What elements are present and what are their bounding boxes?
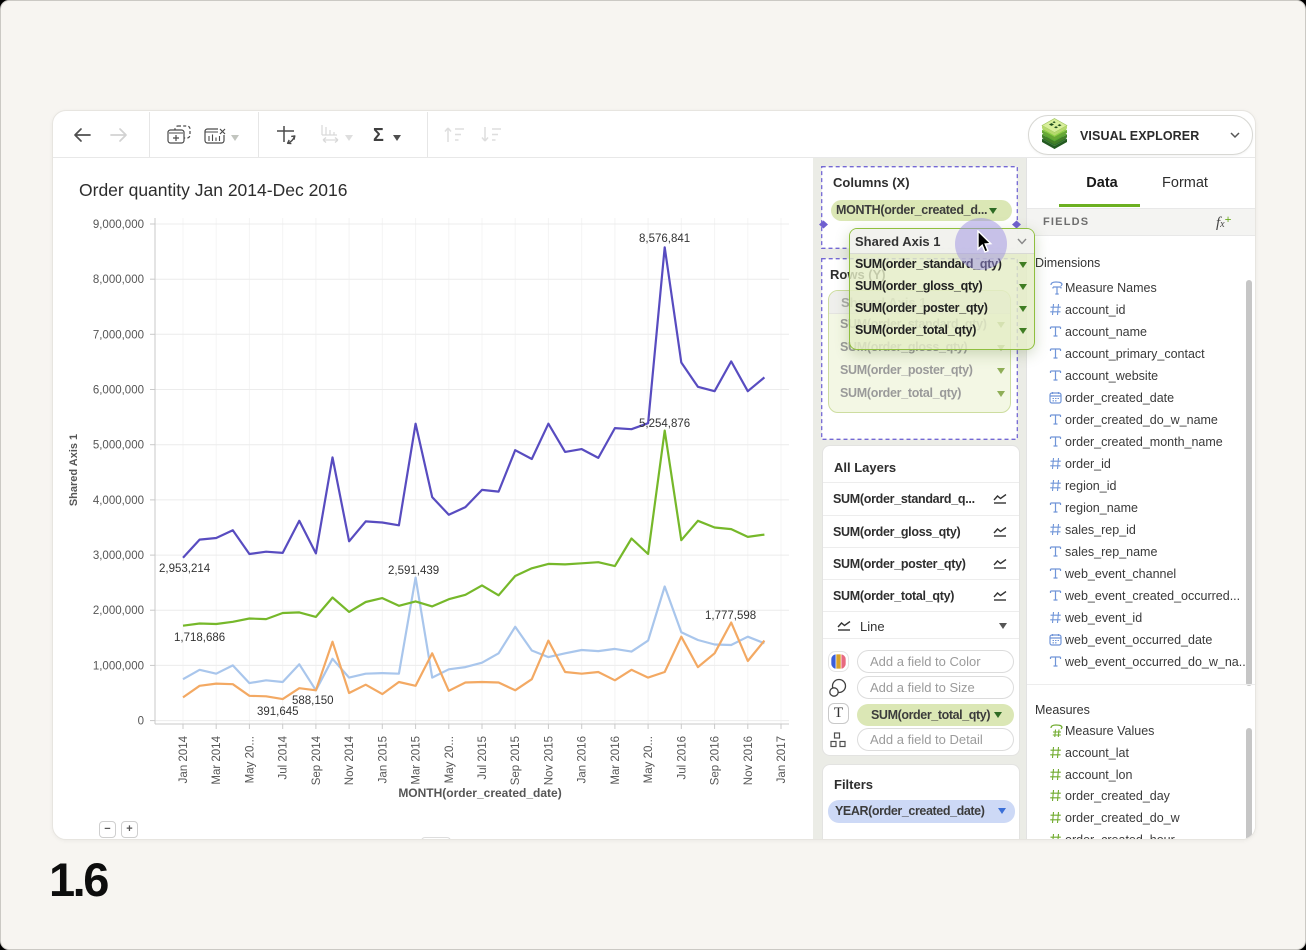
- svg-text:Order quantity Jan 2014-Dec 20: Order quantity Jan 2014-Dec 2016: [79, 180, 348, 200]
- svg-text:Jan 2016: Jan 2016: [577, 736, 589, 783]
- svg-text:Jan 2015: Jan 2015: [377, 736, 389, 783]
- svg-text:2,591,439: 2,591,439: [388, 565, 439, 577]
- svg-text:Nov 2015: Nov 2015: [543, 736, 555, 785]
- svg-text:Sep 2015: Sep 2015: [510, 736, 522, 785]
- svg-text:Mar 2016: Mar 2016: [610, 736, 622, 785]
- svg-text:Shared Axis 1: Shared Axis 1: [68, 434, 80, 506]
- svg-text:Mar 2014: Mar 2014: [211, 735, 223, 784]
- svg-text:Jan 2017: Jan 2017: [776, 736, 788, 783]
- svg-text:0: 0: [138, 716, 144, 728]
- svg-text:Nov 2016: Nov 2016: [743, 736, 755, 785]
- svg-text:7,000,000: 7,000,000: [93, 329, 144, 341]
- svg-text:May 20...: May 20...: [244, 736, 256, 783]
- svg-text:5,254,876: 5,254,876: [639, 418, 690, 430]
- svg-text:5,000,000: 5,000,000: [93, 440, 144, 452]
- svg-text:1,777,598: 1,777,598: [705, 610, 756, 622]
- svg-text:MONTH(order_created_date): MONTH(order_created_date): [398, 786, 561, 800]
- svg-text:Jul 2014: Jul 2014: [278, 735, 290, 779]
- svg-text:Sep 2016: Sep 2016: [710, 736, 722, 785]
- svg-text:Jan 2014: Jan 2014: [178, 735, 190, 783]
- svg-text:9,000,000: 9,000,000: [93, 219, 144, 231]
- svg-text:1,718,686: 1,718,686: [174, 632, 225, 644]
- svg-text:8,576,841: 8,576,841: [639, 233, 690, 245]
- svg-text:2,000,000: 2,000,000: [93, 605, 144, 617]
- svg-text:6,000,000: 6,000,000: [93, 385, 144, 397]
- svg-text:4,000,000: 4,000,000: [93, 495, 144, 507]
- svg-text:Mar 2015: Mar 2015: [411, 736, 423, 785]
- svg-text:Sep 2014: Sep 2014: [311, 735, 323, 785]
- svg-text:1,000,000: 1,000,000: [93, 660, 144, 672]
- svg-text:May 20...: May 20...: [643, 736, 655, 783]
- svg-text:3,000,000: 3,000,000: [93, 550, 144, 562]
- svg-text:2,953,214: 2,953,214: [159, 563, 211, 575]
- svg-text:588,150: 588,150: [292, 695, 334, 707]
- svg-text:391,645: 391,645: [257, 706, 299, 718]
- svg-text:8,000,000: 8,000,000: [93, 274, 144, 286]
- svg-text:Nov 2014: Nov 2014: [344, 735, 356, 785]
- svg-text:Jul 2015: Jul 2015: [477, 736, 489, 779]
- svg-text:Jul 2016: Jul 2016: [676, 736, 688, 779]
- svg-text:May 20...: May 20...: [444, 736, 456, 783]
